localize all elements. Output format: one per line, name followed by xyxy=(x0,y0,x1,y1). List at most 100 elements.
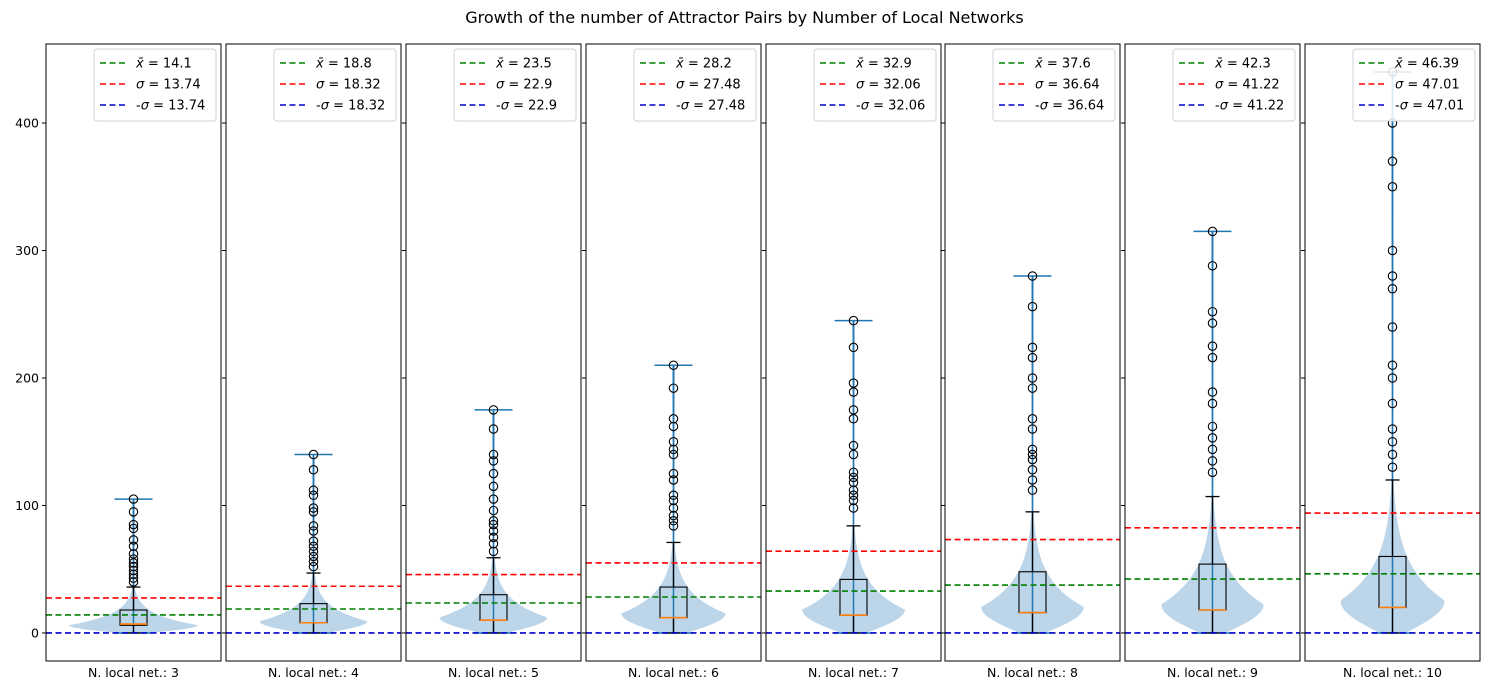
axes-frame xyxy=(225,43,402,662)
outlier-point xyxy=(488,494,499,504)
outlier-point xyxy=(1207,261,1218,271)
outlier-point xyxy=(848,503,859,513)
outlier-point xyxy=(848,467,859,478)
outlier-point xyxy=(128,569,139,580)
legend-item-neg-sigma: -σ = 27.48 xyxy=(676,99,745,114)
y-tick-label: 0 xyxy=(31,625,39,640)
outlier-point xyxy=(668,468,679,479)
outlier-point xyxy=(668,414,679,424)
outlier-point xyxy=(668,495,679,506)
legend: x̄ = 37.6 σ = 36.64 -σ = 36.64 xyxy=(992,48,1116,122)
outlier-point xyxy=(128,554,139,564)
outlier-point xyxy=(1207,318,1218,328)
outlier-point xyxy=(128,494,139,504)
outlier-point xyxy=(1387,373,1398,383)
outlier-point xyxy=(308,485,319,495)
outlier-point xyxy=(308,561,319,572)
axes-frame xyxy=(45,43,222,662)
y-tick-label: 400 xyxy=(15,116,39,131)
outlier-point xyxy=(1207,387,1218,397)
x-axis-label: N. local net.: 9 xyxy=(1167,665,1258,680)
legend-item-mean: x̄ = 42.3 xyxy=(1214,57,1271,72)
legend-box xyxy=(273,48,397,122)
outlier-point xyxy=(128,541,139,552)
outlier-point xyxy=(308,556,319,567)
legend-box xyxy=(1172,48,1296,122)
legend-item-sigma: σ = 41.22 xyxy=(1215,78,1280,93)
outlier-point xyxy=(668,383,679,393)
axes-frame xyxy=(405,43,582,662)
outlier-point xyxy=(1207,306,1218,317)
outlier-point xyxy=(308,521,319,531)
outlier-point xyxy=(1387,398,1398,409)
outlier-point xyxy=(1387,449,1398,460)
outlier-point xyxy=(488,424,499,434)
legend: x̄ = 18.8 σ = 18.32 -σ = 18.32 xyxy=(273,48,397,122)
outlier-point xyxy=(308,503,319,513)
legend-item-sigma: σ = 27.48 xyxy=(676,78,741,93)
outlier-point xyxy=(668,444,679,455)
outlier-point xyxy=(848,472,859,483)
outlier-point xyxy=(308,490,319,501)
outlier-point xyxy=(488,468,499,479)
legend-item-neg-sigma: -σ = 32.06 xyxy=(856,99,925,114)
outlier-point xyxy=(1027,383,1038,393)
legend-item-sigma: σ = 32.06 xyxy=(856,78,921,93)
legend-item-mean: x̄ = 46.39 xyxy=(1394,57,1459,72)
outlier-point xyxy=(488,516,499,526)
outlier-point xyxy=(1027,444,1038,455)
axes-frame xyxy=(1124,43,1301,662)
subplot-panel: N. local net.: 4 x̄ = 18.8 σ = 18.32 -σ = 1… xyxy=(222,43,402,680)
outlier-point xyxy=(488,532,499,543)
outlier-point xyxy=(308,507,319,517)
legend-item-neg-sigma: -σ = 22.9 xyxy=(496,99,557,114)
legend-item-sigma: σ = 47.01 xyxy=(1395,78,1460,93)
outlier-point xyxy=(1207,226,1218,237)
outlier-point xyxy=(128,573,139,583)
legend: x̄ = 14.1 σ = 13.74 -σ = 13.74 xyxy=(93,48,217,122)
outlier-point xyxy=(308,551,319,562)
legend: x̄ = 46.39 σ = 47.01 -σ = 47.01 xyxy=(1352,48,1476,122)
outlier-point xyxy=(848,485,859,495)
outlier-point xyxy=(1387,156,1398,167)
x-axis-label: N. local net.: 3 xyxy=(88,665,179,680)
outlier-point xyxy=(488,538,499,549)
outlier-point xyxy=(488,526,499,536)
outlier-point xyxy=(488,505,499,516)
legend-item-mean: x̄ = 37.6 xyxy=(1034,57,1091,72)
y-tick-label: 300 xyxy=(15,243,39,258)
outlier-point xyxy=(488,456,499,466)
outlier-point xyxy=(1027,301,1038,312)
outlier-point xyxy=(848,477,859,488)
legend-item-mean: x̄ = 14.1 xyxy=(135,57,192,72)
outlier-point xyxy=(308,546,319,557)
outlier-point xyxy=(848,378,859,388)
legend-item-sigma: σ = 22.9 xyxy=(496,78,552,93)
outlier-point xyxy=(1387,360,1398,370)
outlier-point xyxy=(128,507,139,517)
box-iqr xyxy=(119,609,148,626)
outlier-point xyxy=(128,523,139,534)
legend-box xyxy=(453,48,577,122)
outlier-point xyxy=(488,481,499,492)
subplot-panel: 0 100 200 300 400 N. local net.: 3 x̄ = 14.1 σ … xyxy=(15,43,222,680)
outlier-point xyxy=(308,541,319,552)
legend-item-mean: x̄ = 18.8 xyxy=(315,57,372,72)
x-axis-label: N. local net.: 7 xyxy=(808,665,899,680)
outlier-point xyxy=(488,405,499,415)
outlier-point xyxy=(1207,467,1218,478)
outlier-point xyxy=(1387,245,1398,256)
legend-item-neg-sigma: -σ = 18.32 xyxy=(316,99,385,114)
outlier-point xyxy=(1207,433,1218,443)
legend-box xyxy=(1352,48,1476,122)
outlier-point xyxy=(128,577,139,587)
outlier-point xyxy=(848,342,859,353)
legend-box xyxy=(93,48,217,122)
subplot-panel: N. local net.: 5 x̄ = 23.5 σ = 22.9 -σ = 22… xyxy=(402,43,582,680)
outlier-point xyxy=(1207,444,1218,455)
outlier-point xyxy=(848,490,859,501)
outlier-point xyxy=(128,549,139,559)
outlier-point xyxy=(668,516,679,526)
axes-frame xyxy=(1304,43,1481,662)
legend-item-sigma: σ = 18.32 xyxy=(316,78,381,93)
